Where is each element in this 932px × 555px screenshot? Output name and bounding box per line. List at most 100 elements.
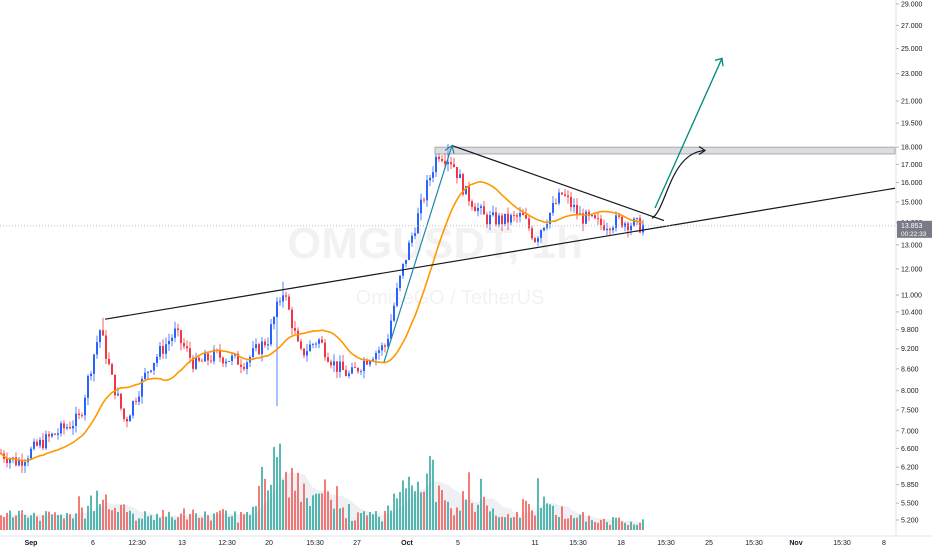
- candle[interactable]: [219, 344, 221, 362]
- candle[interactable]: [45, 430, 47, 451]
- candle[interactable]: [72, 420, 74, 435]
- candle[interactable]: [96, 335, 98, 359]
- candle[interactable]: [357, 367, 359, 374]
- candle[interactable]: [192, 355, 194, 373]
- candle[interactable]: [570, 192, 572, 212]
- candle[interactable]: [489, 210, 491, 231]
- candle[interactable]: [477, 202, 479, 217]
- candle[interactable]: [306, 343, 308, 362]
- candle[interactable]: [558, 188, 560, 206]
- candle[interactable]: [159, 342, 161, 361]
- candle[interactable]: [561, 192, 563, 196]
- candle[interactable]: [87, 374, 89, 406]
- candle[interactable]: [579, 205, 581, 215]
- candle[interactable]: [0, 448, 2, 455]
- candle[interactable]: [381, 342, 383, 356]
- candle[interactable]: [123, 408, 125, 422]
- candle[interactable]: [174, 321, 176, 342]
- candle[interactable]: [57, 428, 59, 440]
- candle[interactable]: [135, 397, 137, 406]
- candle[interactable]: [78, 408, 80, 420]
- candle[interactable]: [576, 198, 578, 220]
- candle[interactable]: [180, 329, 182, 351]
- candle[interactable]: [267, 337, 269, 351]
- candle[interactable]: [300, 338, 302, 351]
- candle[interactable]: [348, 370, 350, 379]
- candle[interactable]: [120, 393, 122, 411]
- candle[interactable]: [282, 281, 284, 308]
- candle[interactable]: [480, 203, 482, 215]
- candle[interactable]: [426, 175, 428, 207]
- candle[interactable]: [336, 361, 338, 379]
- candle[interactable]: [342, 354, 344, 371]
- candle[interactable]: [384, 343, 386, 353]
- candle[interactable]: [204, 349, 206, 362]
- candle[interactable]: [483, 201, 485, 215]
- candle[interactable]: [240, 359, 242, 374]
- candle[interactable]: [417, 207, 419, 234]
- candle[interactable]: [321, 335, 323, 344]
- candle[interactable]: [555, 198, 557, 205]
- candle[interactable]: [633, 217, 635, 227]
- candle[interactable]: [171, 334, 173, 347]
- candle[interactable]: [66, 423, 68, 431]
- candle[interactable]: [534, 236, 536, 244]
- candle[interactable]: [414, 227, 416, 240]
- candle[interactable]: [90, 371, 92, 381]
- candle[interactable]: [309, 340, 311, 352]
- candle[interactable]: [273, 316, 275, 330]
- candle[interactable]: [387, 334, 389, 350]
- price-axis[interactable]: 5.200 5.500 5.850 6.200 6.600 7.000 7.500 8.000…: [896, 2, 923, 525]
- candle[interactable]: [93, 353, 95, 382]
- candle[interactable]: [105, 330, 107, 365]
- candle[interactable]: [30, 446, 32, 460]
- candle[interactable]: [132, 400, 134, 419]
- candle[interactable]: [102, 317, 104, 336]
- candle[interactable]: [396, 282, 398, 308]
- candle[interactable]: [510, 213, 512, 226]
- candle[interactable]: [270, 318, 272, 347]
- candle[interactable]: [147, 371, 149, 380]
- candle[interactable]: [114, 374, 116, 400]
- candle[interactable]: [246, 360, 248, 375]
- candle[interactable]: [486, 212, 488, 229]
- candle[interactable]: [258, 342, 260, 356]
- candle[interactable]: [585, 209, 587, 225]
- candle[interactable]: [312, 342, 314, 349]
- candle[interactable]: [162, 339, 164, 359]
- candle[interactable]: [18, 456, 20, 467]
- candle[interactable]: [615, 211, 617, 232]
- candle[interactable]: [621, 215, 623, 229]
- time-axis[interactable]: Sep 6 12:30 13 12:30 20 15:30 27 Oct 5 11 15:30 18 15…: [25, 540, 886, 547]
- candle[interactable]: [513, 210, 515, 222]
- candle[interactable]: [276, 297, 278, 407]
- candle[interactable]: [6, 452, 8, 468]
- candle[interactable]: [63, 420, 65, 435]
- candle[interactable]: [222, 356, 224, 368]
- candle[interactable]: [564, 189, 566, 198]
- candle[interactable]: [606, 222, 608, 236]
- resistance-zone[interactable]: [434, 146, 896, 155]
- candle[interactable]: [600, 214, 602, 231]
- candle[interactable]: [60, 420, 62, 437]
- candle[interactable]: [438, 153, 440, 162]
- candle[interactable]: [351, 362, 353, 375]
- candle[interactable]: [201, 358, 203, 362]
- candle[interactable]: [210, 354, 212, 364]
- candle[interactable]: [165, 337, 167, 359]
- candle[interactable]: [375, 350, 377, 366]
- candle[interactable]: [429, 174, 431, 187]
- candle[interactable]: [75, 406, 77, 433]
- candle[interactable]: [48, 431, 50, 443]
- candle[interactable]: [405, 259, 407, 268]
- candle[interactable]: [594, 214, 596, 220]
- candle[interactable]: [333, 354, 335, 372]
- target-arrow-large[interactable]: [654, 58, 723, 209]
- candle[interactable]: [456, 166, 458, 184]
- support-trendline[interactable]: [104, 187, 896, 320]
- candle[interactable]: [573, 198, 575, 213]
- candle[interactable]: [612, 225, 614, 234]
- resistance-trendline[interactable]: [451, 144, 665, 222]
